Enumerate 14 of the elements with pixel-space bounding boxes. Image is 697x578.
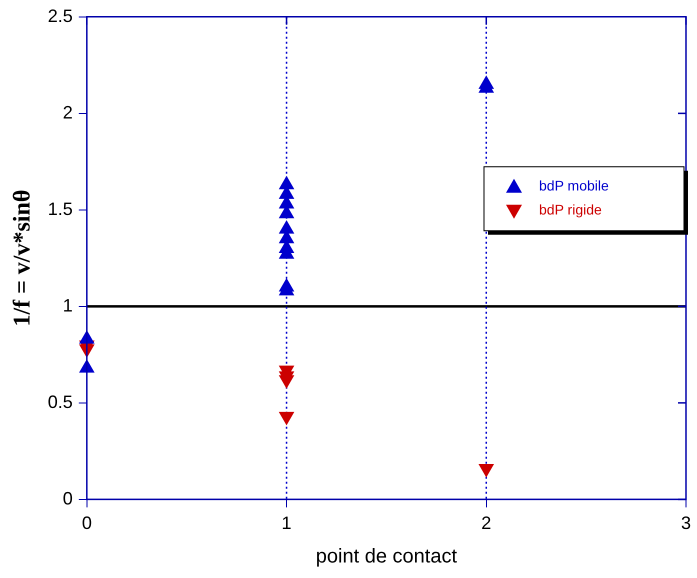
y-tick-label: 0.5 (48, 392, 73, 412)
y-axis-title: 1/f = v/v*sinθ (10, 190, 36, 327)
legend-label: bdP mobile (538, 178, 609, 194)
legend-label: bdP rigide (538, 202, 602, 218)
x-axis-title: point de contact (316, 546, 458, 568)
y-tick-label: 0 (62, 488, 73, 508)
x-tick-label: 1 (282, 513, 292, 534)
y-tick-label: 1.5 (48, 198, 73, 219)
x-tick-label: 2 (481, 513, 492, 534)
y-tick-label: 2.5 (48, 6, 73, 26)
y-tick-label: 2 (62, 102, 73, 122)
x-tick-label: 3 (680, 513, 691, 534)
y-tick-label: 1 (62, 295, 73, 316)
x-tick-label: 0 (82, 513, 92, 534)
